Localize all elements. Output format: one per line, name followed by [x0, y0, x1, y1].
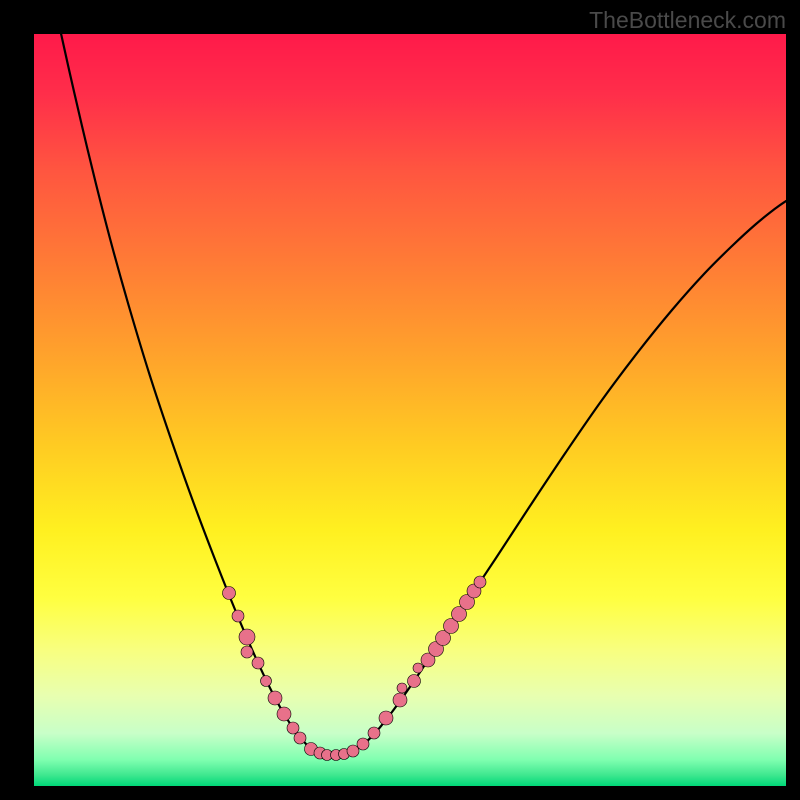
data-marker [261, 676, 272, 687]
data-marker [474, 576, 486, 588]
data-marker [268, 691, 282, 705]
data-marker [287, 722, 299, 734]
data-marker [223, 587, 236, 600]
data-marker [241, 646, 253, 658]
data-marker [379, 711, 393, 725]
data-marker [397, 683, 407, 693]
data-marker [347, 745, 359, 757]
data-marker [408, 675, 421, 688]
data-marker [277, 707, 291, 721]
curve-layer [34, 34, 786, 786]
data-marker [413, 663, 423, 673]
data-marker [368, 727, 380, 739]
bottleneck-curve-left [60, 34, 318, 753]
data-marker [232, 610, 244, 622]
data-marker [357, 738, 369, 750]
data-marker [252, 657, 264, 669]
data-marker [239, 629, 255, 645]
data-marker [294, 732, 306, 744]
watermark-text: TheBottleneck.com [589, 7, 786, 34]
plot-area [34, 34, 786, 786]
data-marker [393, 693, 407, 707]
